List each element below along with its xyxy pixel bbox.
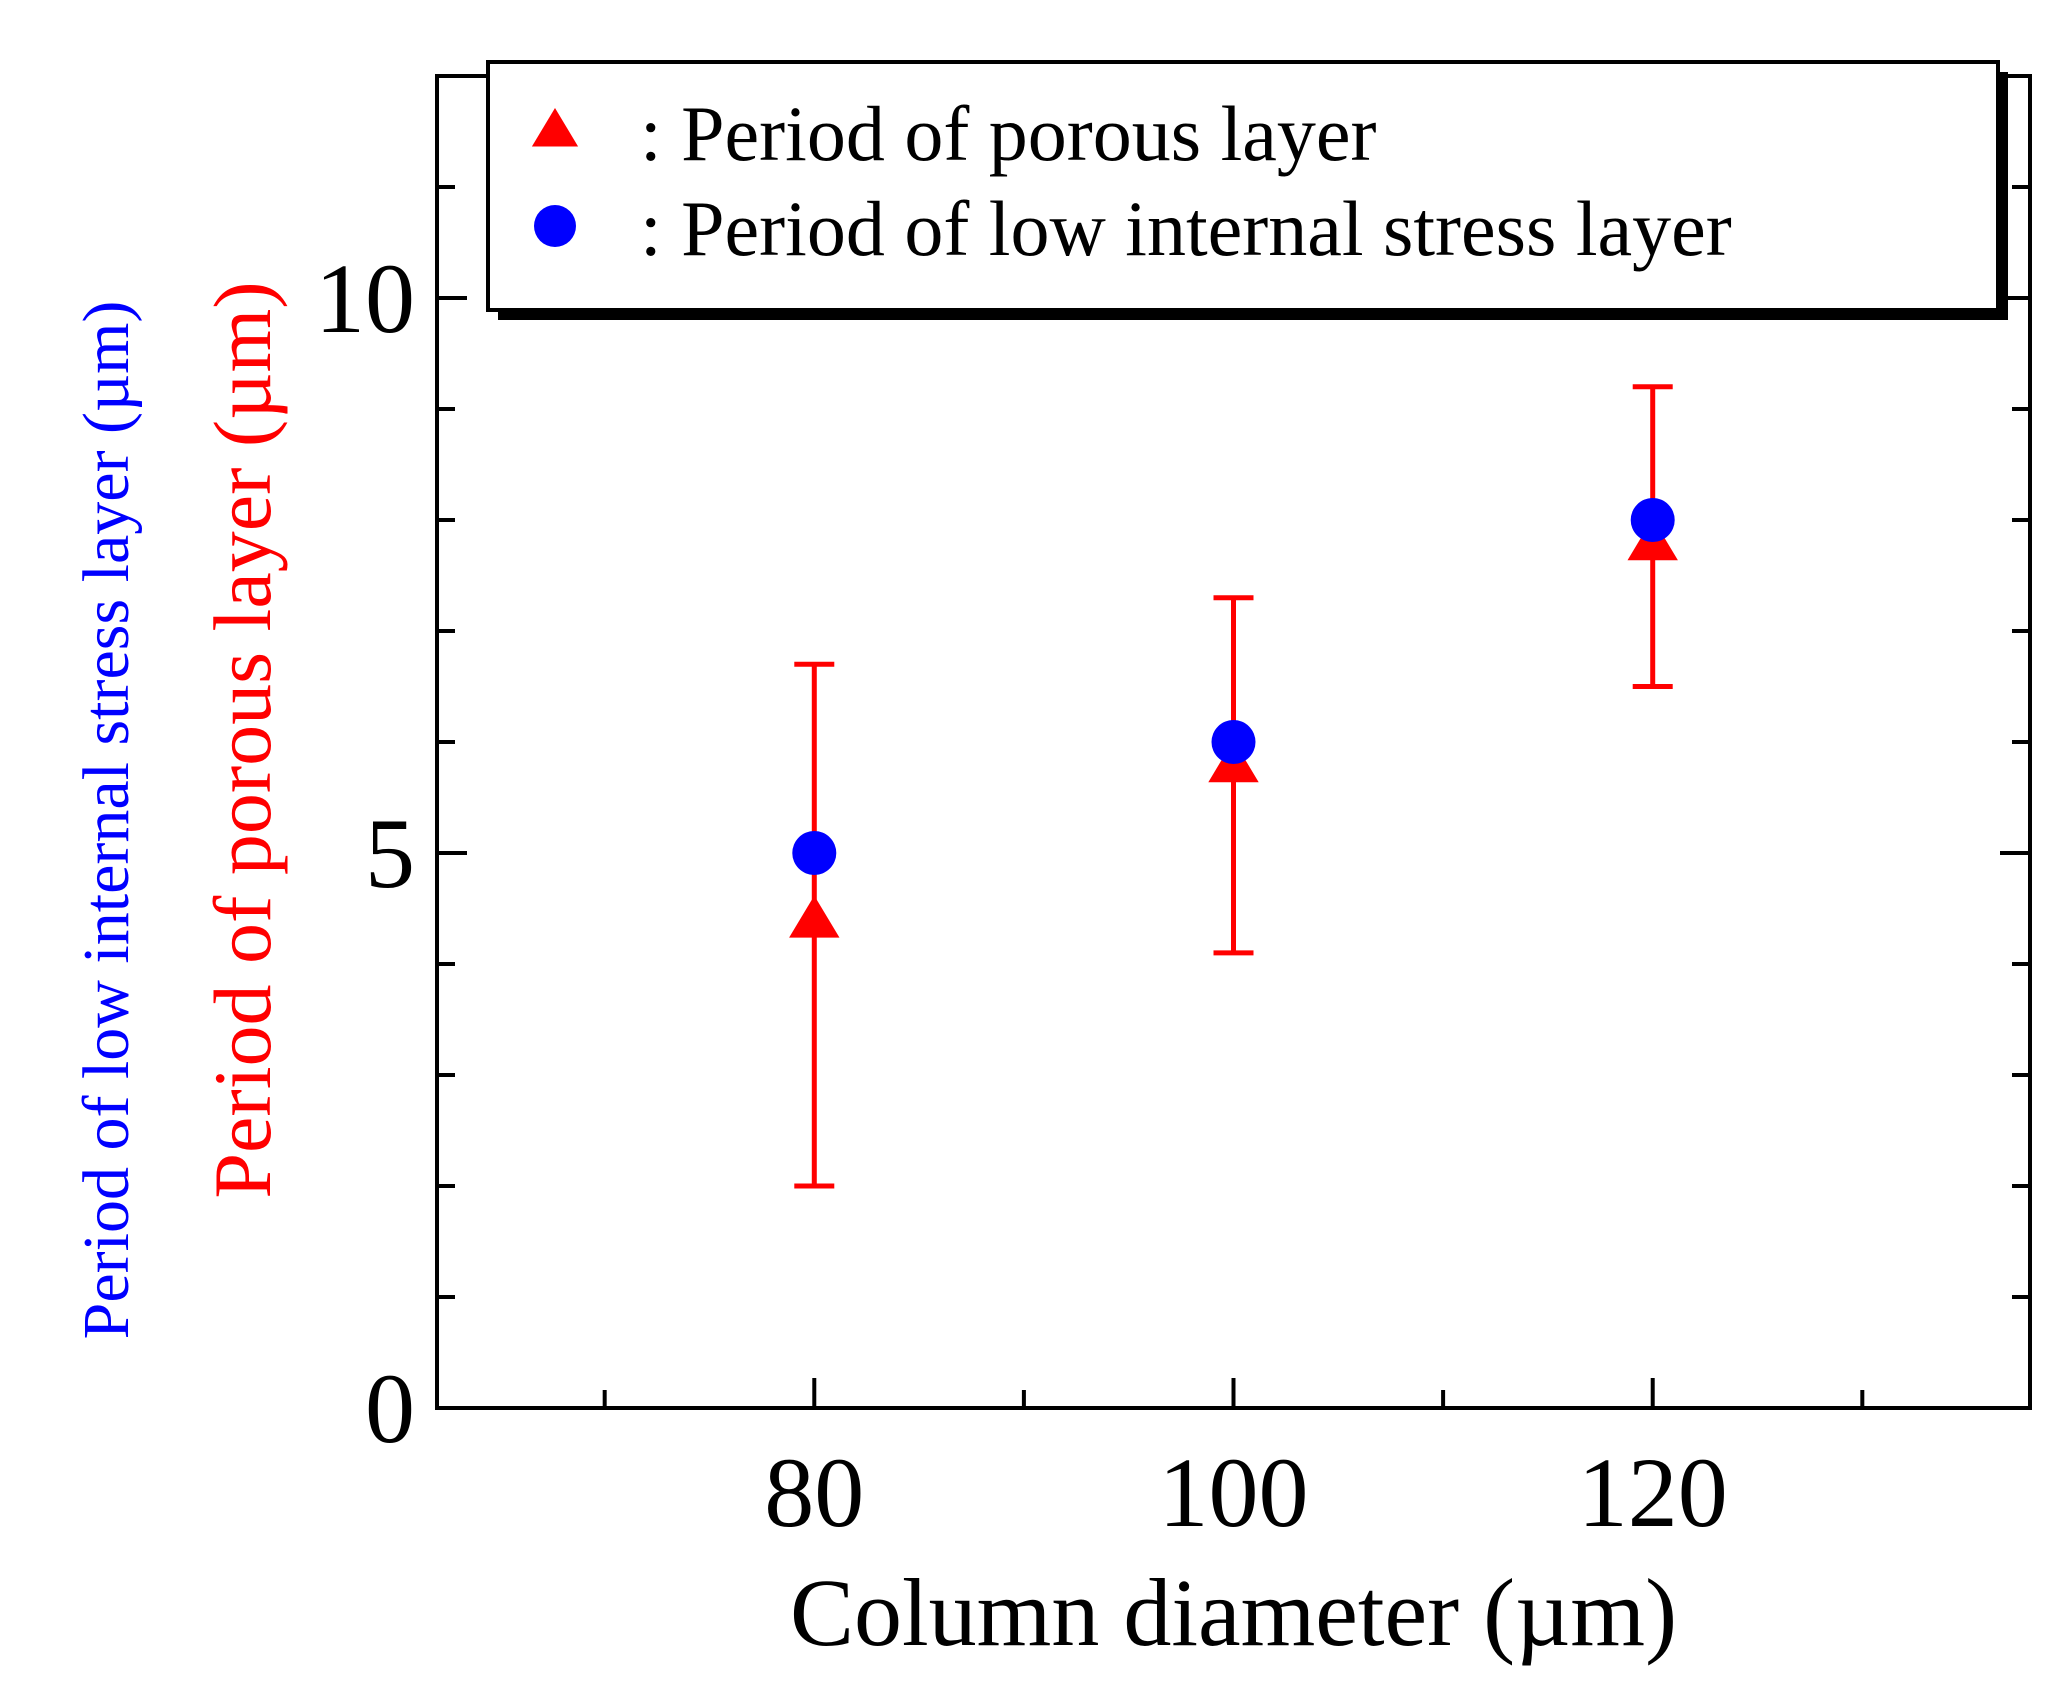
- low-stress-circle-marker: [1630, 498, 1675, 542]
- x-tick-label: 100: [1159, 1437, 1309, 1548]
- porous-triangle-marker: [789, 895, 840, 938]
- x-tick-label: 120: [1578, 1437, 1728, 1548]
- y-tick-label: 5: [365, 798, 415, 909]
- error-bars: [794, 384, 1673, 1189]
- legend-label-low-stress: : Period of low internal stress layer: [640, 185, 1732, 272]
- y-tick-label: 10: [315, 243, 415, 354]
- low-stress-circle-marker: [1211, 720, 1256, 764]
- legend-label-porous: : Period of porous layer: [640, 90, 1377, 177]
- x-axis-label: Column diameter (µm): [790, 1559, 1677, 1666]
- tick-labels: 0 5 10 80 100 120: [315, 243, 1728, 1548]
- low-stress-circle-marker: [792, 831, 837, 875]
- legend-box: [486, 60, 2000, 312]
- data-markers: [789, 498, 1678, 938]
- y-axis-label-low-stress: Period of low internal stress layer (µm): [70, 301, 143, 1340]
- x-tick-label: 80: [764, 1437, 864, 1548]
- y-tick-label: 0: [365, 1353, 415, 1464]
- legend-triangle-marker: [531, 108, 579, 147]
- y-axis-label-porous: Period of porous layer (µm): [197, 281, 288, 1198]
- legend: : Period of porous layer : Period of low…: [486, 60, 2008, 320]
- legend-circle-marker: [534, 205, 576, 247]
